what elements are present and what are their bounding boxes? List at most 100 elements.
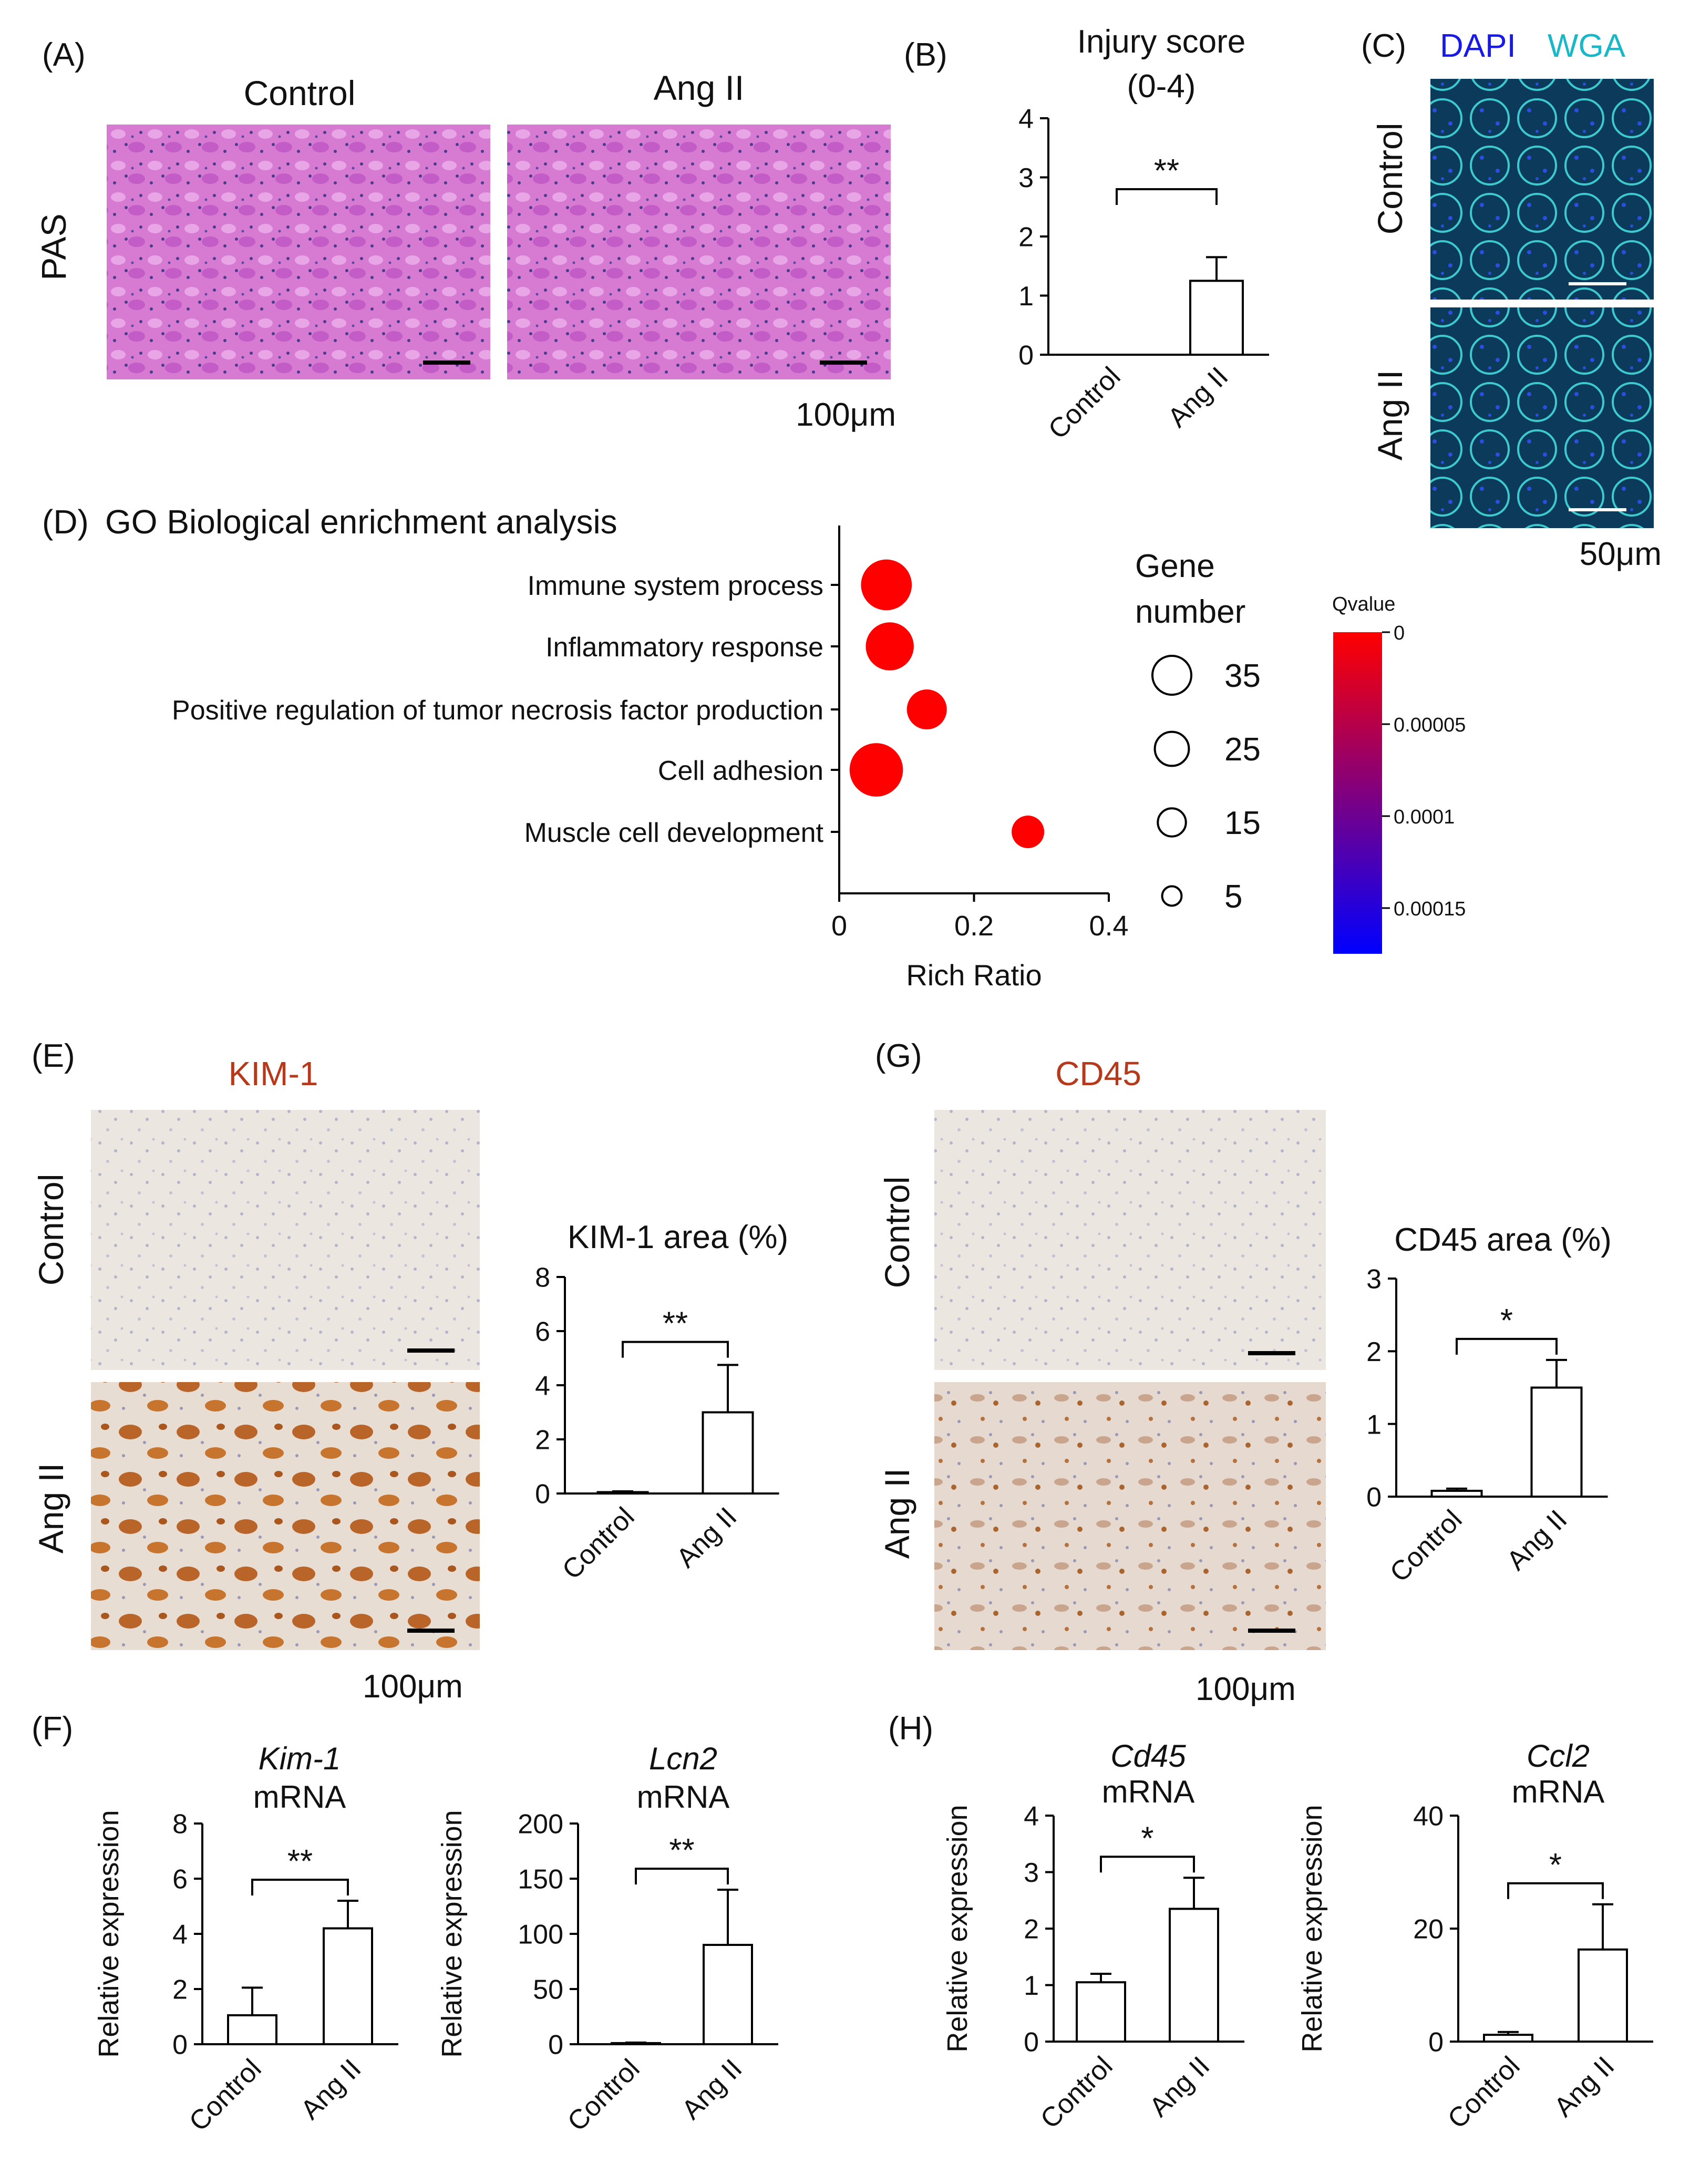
y-tick-label: 3 bbox=[1018, 163, 1034, 193]
chart-kim1-area: KIM-1 area (%) 0 2 4 6 8 Control Ang II ** bbox=[535, 1219, 788, 1585]
size-legend-circle bbox=[1157, 807, 1187, 838]
panel-b-letter: (B) bbox=[904, 37, 947, 73]
x-tick-label: Ang II bbox=[1501, 1504, 1573, 1576]
x-tick-label: Ang II bbox=[1548, 2051, 1620, 2123]
size-legend-circle bbox=[1153, 730, 1190, 767]
significance-label: ** bbox=[669, 1832, 694, 1869]
y-tick-label: 0 bbox=[1018, 341, 1034, 371]
y-tick-label: 0 bbox=[535, 1479, 550, 1510]
significance-label: * bbox=[1500, 1303, 1513, 1339]
y-tick-label: 1 bbox=[1366, 1409, 1382, 1440]
color-legend-tick-label: 0.0001 bbox=[1394, 806, 1455, 828]
significance-label: ** bbox=[663, 1306, 688, 1342]
panel-e-scale-label: 100μm bbox=[363, 1668, 463, 1705]
chart-title-line1: Injury score bbox=[1077, 24, 1245, 60]
bar-angii bbox=[1189, 280, 1244, 356]
x-axis-label: Rich Ratio bbox=[906, 959, 1042, 992]
bar-angii bbox=[1530, 1386, 1583, 1498]
bubble-point bbox=[849, 743, 903, 797]
x-tick-label: Control bbox=[1442, 2051, 1526, 2135]
size-legend-title-line1: Gene bbox=[1135, 548, 1215, 584]
y-tick-label: 2 bbox=[1366, 1337, 1382, 1367]
bar-control bbox=[227, 2014, 277, 2045]
x-tick-label: Control bbox=[562, 2053, 646, 2137]
panel-d: (D) GO Biological enrichment analysis Im… bbox=[42, 503, 1466, 992]
size-legend-circle bbox=[1161, 885, 1183, 907]
chart-title: KIM-1 area (%) bbox=[568, 1219, 788, 1255]
size-legend-circle bbox=[1151, 654, 1193, 696]
chart-title: mRNA bbox=[637, 1779, 730, 1815]
y-tick-label: 2 bbox=[172, 1975, 188, 2005]
y-tick-label: 8 bbox=[172, 1809, 188, 1840]
panel-g-scale-label: 100μm bbox=[1196, 1671, 1296, 1707]
y-tick-label: 1 bbox=[1024, 1971, 1039, 2001]
micrograph-cd45-angii bbox=[934, 1382, 1326, 1650]
y-tick-label: 0 bbox=[1024, 2027, 1039, 2058]
y-tick-label: 100 bbox=[518, 1920, 563, 1950]
significance-label: ** bbox=[1154, 153, 1179, 189]
y-tick-label: 150 bbox=[518, 1864, 563, 1895]
y-tick-label: 40 bbox=[1413, 1801, 1444, 1832]
panel-b: (B) Injury score (0-4) 0 1 2 3 4 Control Ang II *… bbox=[904, 24, 1269, 445]
panel-e-row-label-control: Control bbox=[32, 1174, 70, 1286]
y-tick-label: 4 bbox=[1018, 104, 1034, 135]
micrograph-pas-control bbox=[107, 125, 490, 379]
chart-go-enrichment: Immune system process Inflammatory respon… bbox=[172, 526, 1466, 992]
bubble-point bbox=[1012, 816, 1045, 848]
size-legend-value: 35 bbox=[1224, 658, 1261, 694]
y-tick-label: 6 bbox=[172, 1864, 188, 1895]
y-axis-label: Relative expression bbox=[93, 1810, 125, 2057]
y-tick-label: 20 bbox=[1413, 1914, 1444, 1945]
x-tick-label: Control bbox=[557, 1501, 641, 1585]
chart-title: mRNA bbox=[1102, 1774, 1195, 1809]
panel-c-letter: (C) bbox=[1361, 28, 1406, 64]
bubble-point bbox=[861, 559, 912, 611]
chart-title-gene: Lcn2 bbox=[649, 1741, 717, 1776]
y-tick-label: 4 bbox=[172, 1920, 188, 1950]
y-tick-label: 2 bbox=[535, 1425, 550, 1456]
micrograph-kim1-angii bbox=[91, 1382, 480, 1650]
x-tick-label: 0.4 bbox=[1089, 910, 1128, 942]
y-tick-label: 3 bbox=[1024, 1858, 1039, 1888]
bar-angii bbox=[1169, 1908, 1219, 2043]
bar-control bbox=[1076, 1981, 1126, 2043]
micrograph-fluor-angii bbox=[1430, 307, 1654, 528]
size-legend-value: 25 bbox=[1224, 732, 1261, 768]
panel-h-letter: (H) bbox=[888, 1711, 933, 1747]
x-tick-label: Ang II bbox=[671, 1501, 743, 1573]
panel-c-row-label-angii: Ang II bbox=[1370, 370, 1409, 460]
significance-bracket bbox=[1507, 1882, 1604, 1899]
significance-bracket bbox=[1100, 1856, 1195, 1873]
x-tick-label: Control bbox=[1035, 2051, 1119, 2135]
significance-label: ** bbox=[287, 1843, 313, 1880]
bar-angii bbox=[1578, 1948, 1628, 2043]
chart-title: CD45 area (%) bbox=[1394, 1222, 1611, 1258]
color-legend-tick-label: 0.00005 bbox=[1394, 714, 1466, 736]
panel-a: (A) Control Ang II PAS 100μm bbox=[34, 37, 896, 433]
term-label: Muscle cell development bbox=[524, 818, 824, 848]
micrograph-pas-angii bbox=[507, 125, 891, 379]
y-tick-label: 0 bbox=[172, 2030, 188, 2061]
panel-g: (G) CD45 Control Ang II 100μm CD45 area … bbox=[875, 1038, 1612, 1707]
y-axis-label: Relative expression bbox=[1296, 1805, 1328, 2052]
term-label: Inflammatory response bbox=[545, 632, 823, 663]
color-legend-tick-label: 0.00015 bbox=[1394, 898, 1466, 920]
bubble-point bbox=[865, 622, 914, 671]
chart-injury-score: Injury score (0-4) 0 1 2 3 4 Control Ang II ** bbox=[1018, 24, 1269, 445]
bar-control bbox=[1483, 2034, 1533, 2043]
y-tick-label: 3 bbox=[1366, 1264, 1382, 1295]
y-axis-label: Relative expression bbox=[942, 1805, 973, 2052]
panel-c-scale-label: 50μm bbox=[1580, 536, 1662, 572]
panel-e-letter: (E) bbox=[32, 1038, 75, 1074]
significance-bracket bbox=[1116, 188, 1218, 205]
bar-angii bbox=[703, 1944, 753, 2045]
y-tick-label: 6 bbox=[535, 1317, 550, 1347]
y-tick-label: 0 bbox=[548, 2030, 563, 2061]
micrograph-kim1-control bbox=[91, 1110, 480, 1370]
panel-c: (C) DAPI WGA Control Ang II 50μm bbox=[1361, 28, 1662, 572]
term-label: Immune system process bbox=[528, 571, 824, 601]
